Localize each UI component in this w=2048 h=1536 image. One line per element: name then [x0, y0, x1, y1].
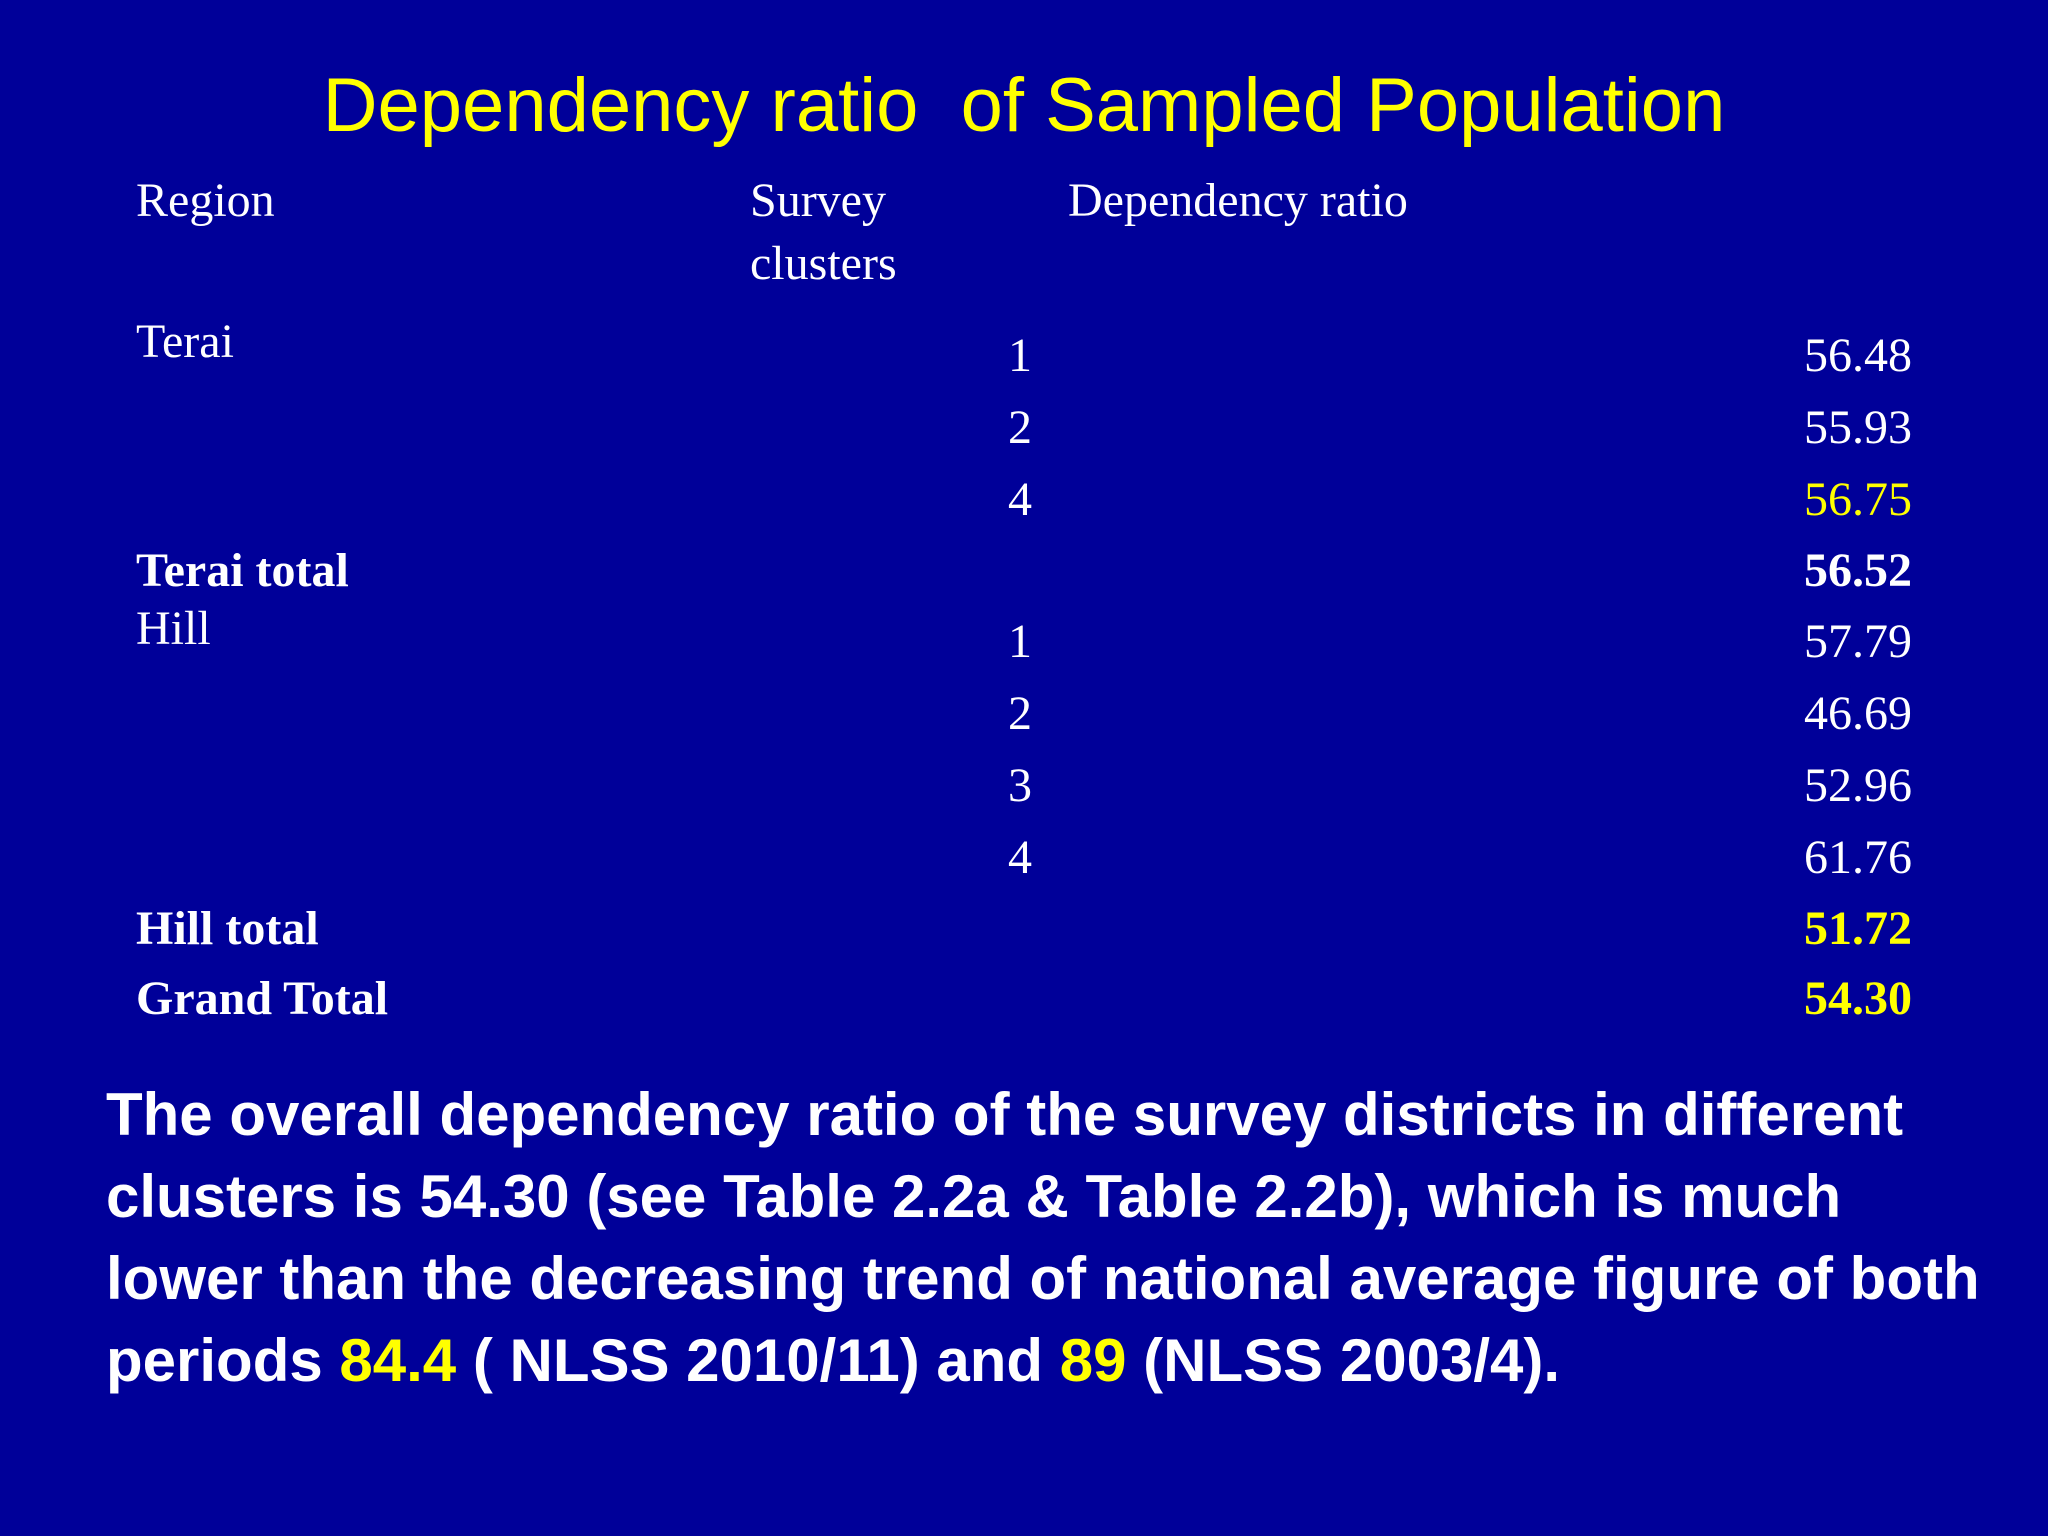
row-cluster: 2 — [1008, 401, 1032, 454]
row-cluster: 1 — [1008, 615, 1032, 668]
summary-text-2: ( NLSS 2010/11) and — [456, 1327, 1060, 1394]
header-survey-clusters-line1: Survey — [750, 174, 886, 227]
nlss-2010-value: 84.4 — [339, 1327, 457, 1394]
terai-total-value: 56.52 — [1804, 544, 1912, 597]
row-cluster: 4 — [1008, 473, 1032, 526]
grand-total-label: Grand Total — [136, 972, 389, 1025]
row-cluster: 2 — [1008, 687, 1032, 740]
header-dependency-ratio: Dependency ratio — [1068, 174, 1408, 227]
summary-text-3: (NLSS 2003/4). — [1126, 1327, 1561, 1394]
header-region: Region — [136, 174, 275, 227]
terai-total-label: Terai total — [136, 544, 349, 597]
row-ratio: 57.79 — [1804, 615, 1912, 668]
summary-paragraph: The overall dependency ratio of the surv… — [106, 1074, 1986, 1402]
row-ratio: 46.69 — [1804, 687, 1912, 740]
row-cluster: 4 — [1008, 831, 1032, 884]
row-region: Hill — [136, 602, 211, 655]
nlss-2003-value: 89 — [1059, 1327, 1127, 1394]
row-cluster: 1 — [1008, 329, 1032, 382]
slide-title: Dependency ratio of Sampled Population — [322, 63, 1726, 148]
row-ratio: 56.75 — [1804, 473, 1912, 526]
grand-total-value: 54.30 — [1804, 972, 1912, 1025]
hill-total-value: 51.72 — [1804, 902, 1912, 955]
row-cluster: 3 — [1008, 759, 1032, 812]
row-ratio: 52.96 — [1804, 759, 1912, 812]
row-ratio: 61.76 — [1804, 831, 1912, 884]
row-ratio: 55.93 — [1804, 401, 1912, 454]
row-region: Terai — [136, 315, 234, 368]
header-survey-clusters-line2: clusters — [750, 237, 897, 290]
hill-total-label: Hill total — [136, 902, 319, 955]
summary-text-1: The overall dependency ratio of the surv… — [106, 1081, 1980, 1394]
row-ratio: 56.48 — [1804, 329, 1912, 382]
